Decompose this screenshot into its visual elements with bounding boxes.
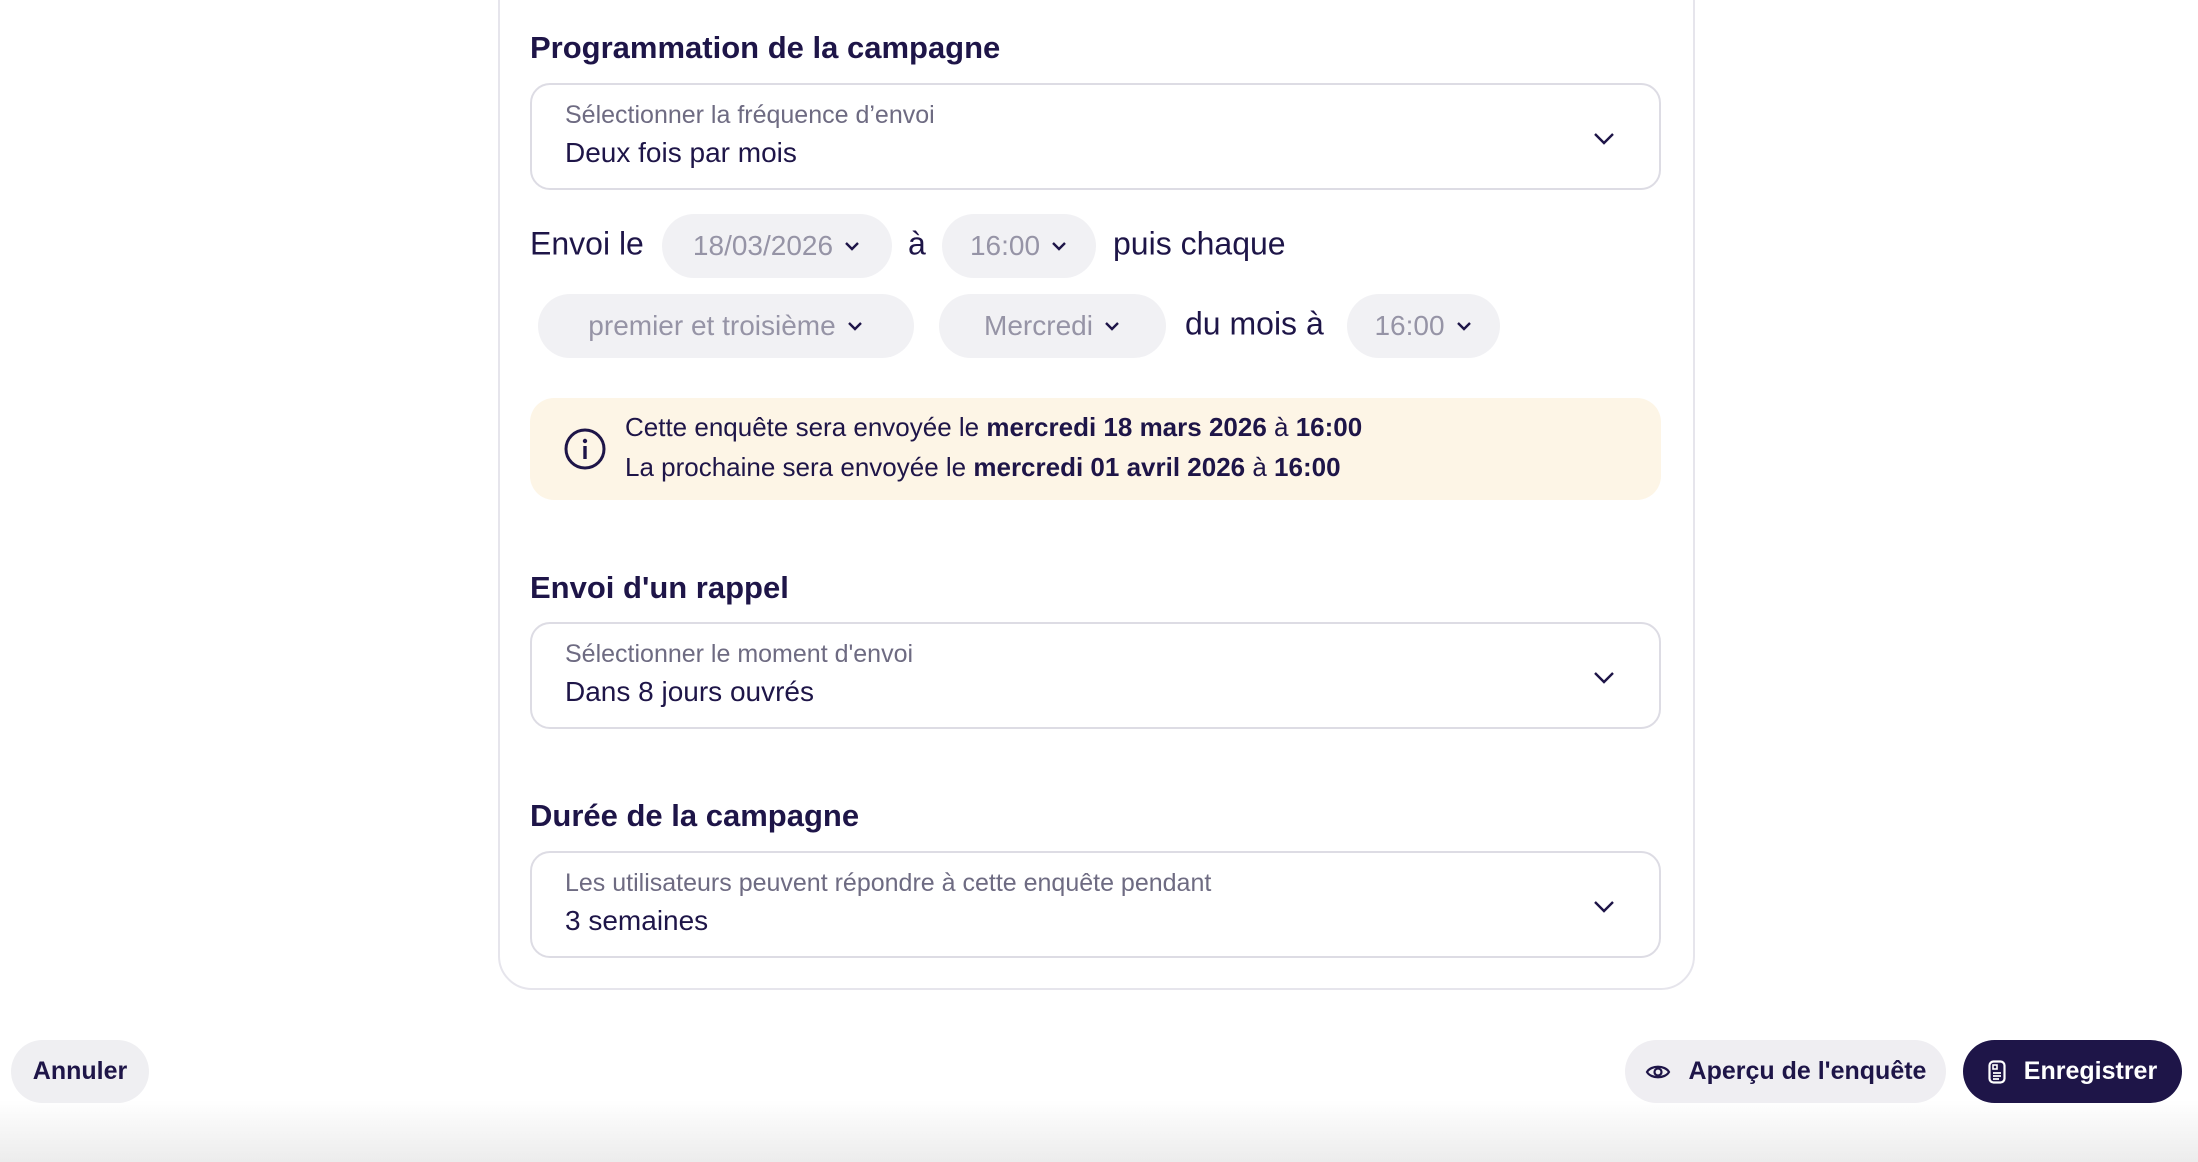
time-value: 16:00 [969, 230, 1041, 261]
footer-bar [0, 1100, 2198, 1162]
weekday-select[interactable]: Mercredi [939, 294, 1166, 358]
info-line-2: La prochaine sera envoyée le mercredi 01… [625, 452, 1341, 482]
schedule-info-banner: Cette enquête sera envoyée le mercredi 1… [530, 398, 1661, 500]
duration-label: Les utilisateurs peuvent répondre à cett… [565, 869, 1212, 897]
reminder-value: Dans 8 jours ouvrés [565, 676, 815, 707]
chevron-down-icon [847, 322, 862, 331]
frequency-value: Deux fois par mois [565, 137, 797, 168]
duration-value: 3 semaines [565, 905, 709, 936]
date-picker[interactable]: 18/03/2026 [662, 214, 892, 278]
of-month-at-label: du mois à [1185, 305, 1324, 342]
chevron-down-icon [845, 242, 859, 251]
info-icon [564, 428, 606, 470]
repeat-time-picker[interactable]: 16:00 [1347, 294, 1500, 358]
reminder-label: Sélectionner le moment d'envoi [565, 640, 914, 668]
repeat-time-value: 16:00 [1374, 310, 1445, 341]
duration-title: Durée de la campagne [530, 798, 860, 833]
then-each-label: puis chaque [1113, 225, 1286, 262]
weekday-value: Mercredi [984, 310, 1093, 341]
at-label: à [908, 225, 926, 262]
chevron-down-icon [1594, 133, 1614, 145]
date-value: 18/03/2026 [692, 230, 834, 261]
frequency-select[interactable]: Sélectionner la fréquence d’envoi Deux f… [530, 83, 1661, 190]
info-line-1: Cette enquête sera envoyée le mercredi 1… [625, 412, 1363, 442]
eye-icon [1645, 1065, 1670, 1078]
save-button[interactable]: Enregistrer [1963, 1040, 2182, 1103]
frequency-label: Sélectionner la fréquence d’envoi [565, 101, 935, 129]
preview-label: Aperçu de l'enquête [1688, 1057, 1927, 1085]
occurrence-select[interactable]: premier et troisième [538, 294, 914, 358]
occurrence-value: premier et troisième [588, 310, 836, 341]
preview-button[interactable]: Aperçu de l'enquête [1625, 1040, 1946, 1103]
reminder-title: Envoi d'un rappel [530, 570, 789, 605]
chevron-down-icon [1594, 901, 1614, 913]
schedule-title: Programmation de la campagne [530, 30, 1001, 65]
save-label: Enregistrer [2023, 1057, 2158, 1085]
document-icon [1988, 1059, 2006, 1084]
chevron-down-icon [1594, 672, 1614, 684]
duration-select[interactable]: Les utilisateurs peuvent répondre à cett… [530, 851, 1661, 958]
chevron-down-icon [1105, 322, 1119, 331]
time-picker[interactable]: 16:00 [942, 214, 1096, 278]
send-on-label: Envoi le [530, 225, 644, 262]
cancel-label: Annuler [32, 1057, 128, 1085]
reminder-select[interactable]: Sélectionner le moment d'envoi Dans 8 jo… [530, 622, 1661, 729]
chevron-down-icon [1052, 242, 1066, 251]
cancel-button[interactable]: Annuler [11, 1040, 149, 1103]
chevron-down-icon [1456, 322, 1471, 331]
